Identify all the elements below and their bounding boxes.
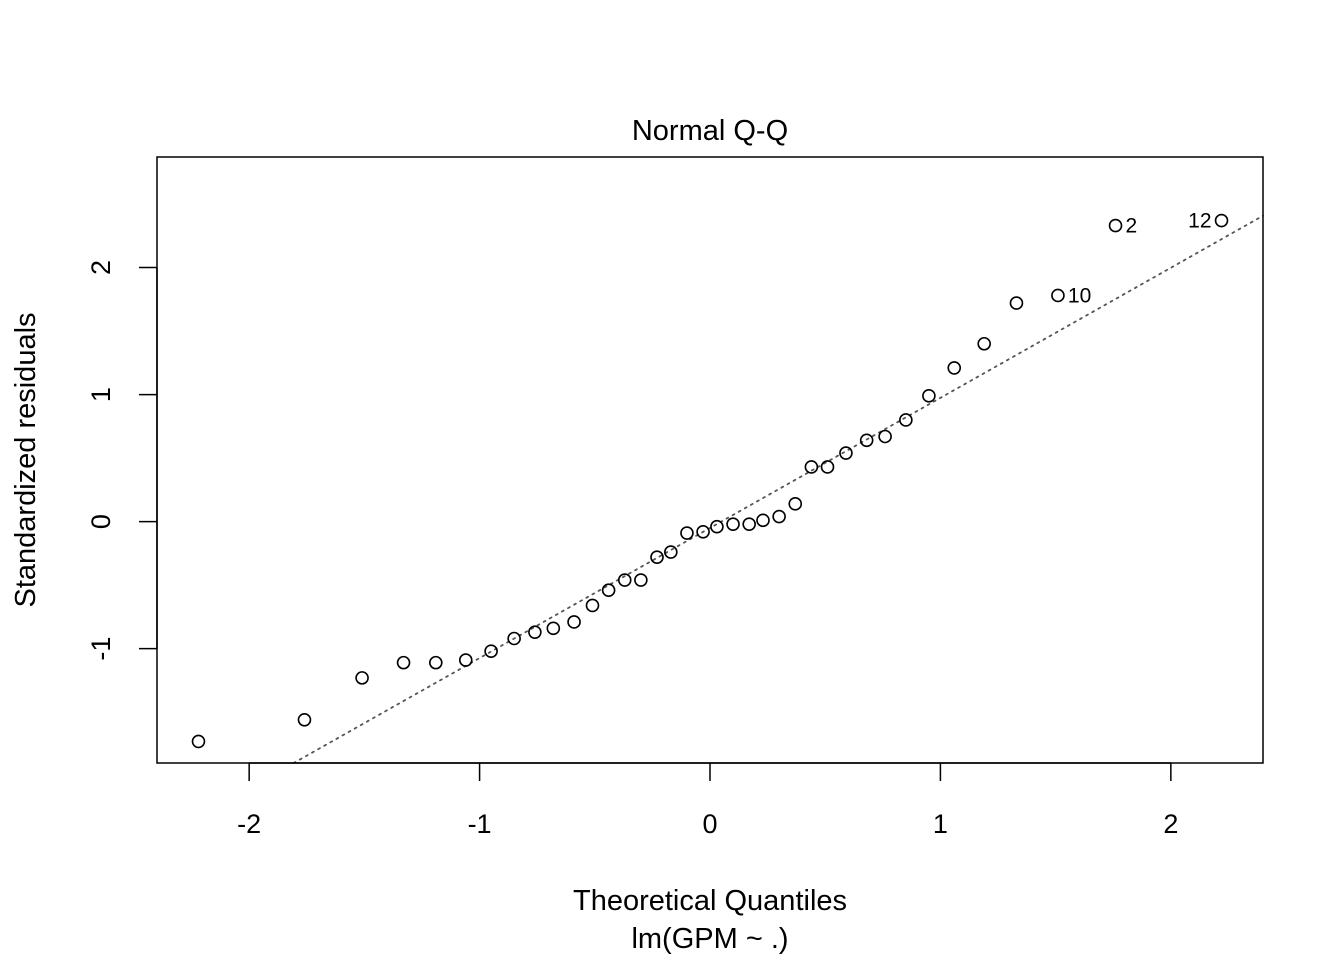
x-tick-label: 2 xyxy=(1163,809,1178,839)
data-point xyxy=(297,713,312,727)
point-labels-layer: 10 2 12 xyxy=(1068,210,1212,308)
x-axis: -2 -1 0 1 2 xyxy=(237,762,1178,839)
data-point xyxy=(355,671,369,685)
data-point xyxy=(458,653,473,667)
data-point xyxy=(617,573,632,587)
data-point xyxy=(804,460,819,474)
data-point xyxy=(1051,288,1065,303)
x-tick-label: 0 xyxy=(702,809,717,839)
data-point xyxy=(839,446,853,460)
data-point xyxy=(859,433,874,448)
data-point xyxy=(429,655,443,670)
y-tick-label: 1 xyxy=(86,387,116,402)
data-point xyxy=(680,526,694,540)
x-axis-subtitle: lm(GPM ~ .) xyxy=(631,923,788,955)
data-point xyxy=(772,509,786,524)
y-axis-label: Standardized residuals xyxy=(10,312,42,607)
data-point xyxy=(1108,218,1123,233)
data-point xyxy=(601,583,616,598)
data-point xyxy=(788,497,803,511)
reference-line-layer xyxy=(292,214,1264,764)
data-point xyxy=(650,550,664,564)
reference-line xyxy=(292,214,1264,764)
data-point xyxy=(947,361,962,375)
y-tick-label: 2 xyxy=(86,260,116,275)
data-point xyxy=(756,513,770,528)
x-axis-label: Theoretical Quantiles xyxy=(573,885,847,917)
x-tick-label: -2 xyxy=(237,809,261,839)
data-point xyxy=(528,625,542,639)
x-tick-label: -1 xyxy=(468,809,492,839)
data-point xyxy=(742,517,756,531)
data-point xyxy=(820,460,835,474)
data-point xyxy=(710,519,724,534)
x-tick-label: 1 xyxy=(933,809,948,839)
data-point xyxy=(899,413,913,427)
data-point xyxy=(922,389,936,403)
data-point xyxy=(1009,296,1024,310)
point-label: 10 xyxy=(1068,284,1091,307)
data-point xyxy=(664,545,678,559)
y-tick-label: 0 xyxy=(86,514,116,529)
data-point xyxy=(191,734,206,749)
point-label: 2 xyxy=(1126,215,1138,238)
data-point xyxy=(696,524,710,539)
points-layer xyxy=(191,213,1229,749)
data-point xyxy=(1214,213,1229,228)
data-point xyxy=(396,655,411,670)
point-label: 12 xyxy=(1188,210,1211,233)
data-point xyxy=(484,644,498,659)
plot-frame xyxy=(156,156,1264,764)
chart-title: Normal Q-Q xyxy=(632,115,788,147)
data-point xyxy=(507,631,521,646)
data-point xyxy=(634,573,648,587)
data-point xyxy=(878,429,892,444)
y-tick-label: -1 xyxy=(86,637,116,661)
data-point xyxy=(977,336,991,351)
data-point xyxy=(726,517,740,531)
data-point xyxy=(546,621,561,636)
y-axis: -1 0 1 2 xyxy=(86,260,158,661)
data-point xyxy=(567,615,581,629)
data-point xyxy=(585,598,600,613)
